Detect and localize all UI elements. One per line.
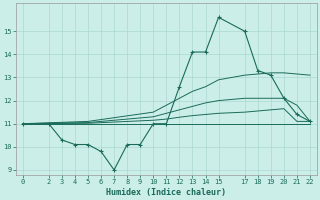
X-axis label: Humidex (Indice chaleur): Humidex (Indice chaleur)	[106, 188, 226, 197]
